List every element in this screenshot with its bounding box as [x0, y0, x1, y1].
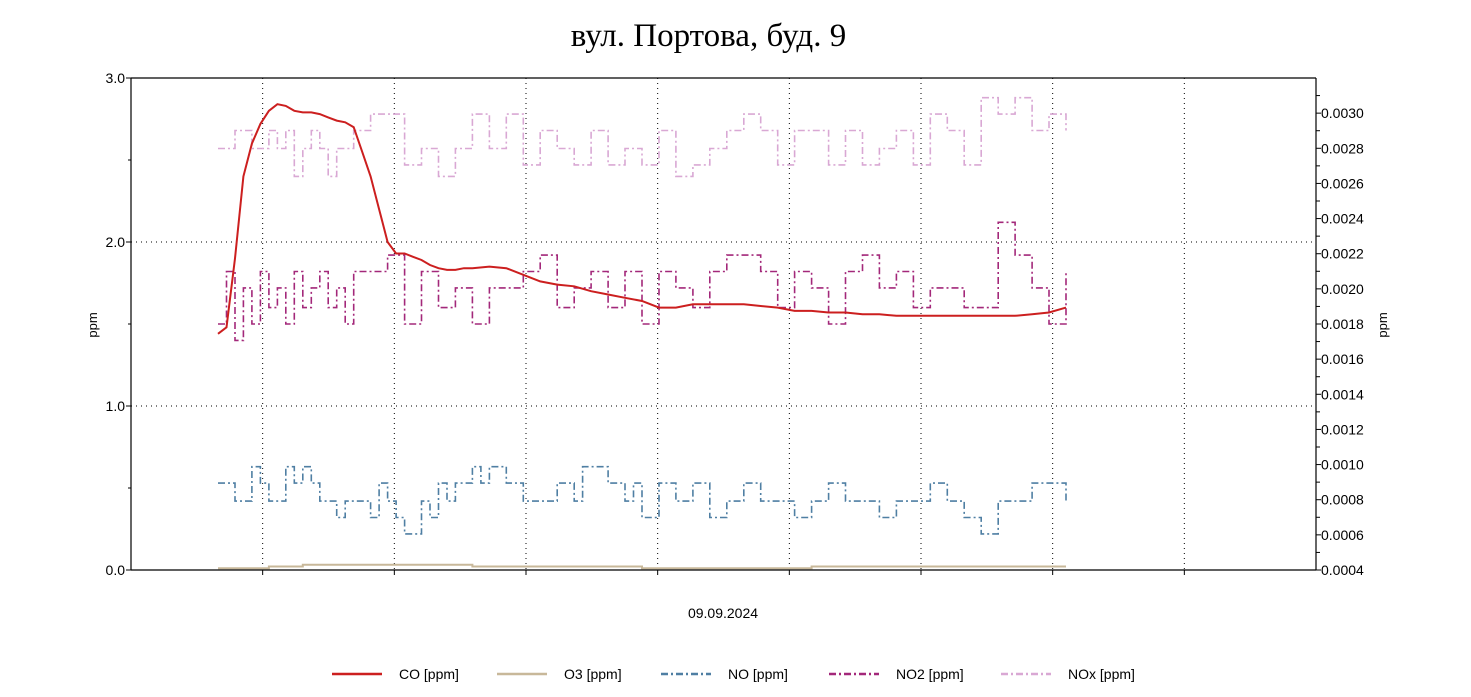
legend-label-o3: O3 [ppm] [564, 666, 622, 682]
y-tick-label-right: 0.0014 [1321, 386, 1364, 402]
y-axis-label-left: ppm [85, 312, 100, 337]
y-tick-label-right: 0.0028 [1321, 140, 1364, 156]
axes: 0.0 1.0 2.0 3.0 0.0004 0.0006 0.0008 0.0010 0.00… [106, 70, 1365, 578]
y-tick-label-right: 0.0030 [1321, 105, 1364, 121]
y-tick-label-left: 0.0 [106, 562, 126, 578]
series-line-o3 [218, 563, 1066, 570]
chart-title: вул. Портова, буд. 9 [570, 18, 847, 54]
y-tick-label-right: 0.0016 [1321, 351, 1364, 367]
series-line-co [217, 103, 1067, 335]
series-line-nox [218, 96, 1067, 178]
y-tick-label-right: 0.0010 [1321, 457, 1364, 473]
y-tick-label-left: 1.0 [106, 398, 126, 414]
x-axis-label: 09.09.2024 [688, 605, 758, 621]
legend-label-no: NO [ppm] [728, 666, 788, 682]
y-axis-label-right: ppm [1375, 312, 1390, 337]
legend-label-nox: NOx [ppm] [1068, 666, 1135, 682]
legend: CO [ppm] O3 [ppm] NO [ppm] NO2 [ppm] NOx [pp… [332, 666, 1135, 682]
y-tick-label-right: 0.0022 [1321, 246, 1364, 262]
series-group [217, 96, 1067, 570]
series-line-no2 [218, 221, 1067, 342]
y-tick-label-right: 0.0020 [1321, 281, 1364, 297]
grid [131, 78, 1316, 570]
y-tick-label-right: 0.0012 [1321, 421, 1364, 437]
legend-label-co: CO [ppm] [399, 666, 459, 682]
y-tick-label-right: 0.0024 [1321, 211, 1364, 227]
y-tick-label-right: 0.0008 [1321, 492, 1364, 508]
y-tick-label-left: 2.0 [106, 234, 126, 250]
y-tick-label-right: 0.0026 [1321, 175, 1364, 191]
y-tick-label-right: 0.0004 [1321, 562, 1364, 578]
y-tick-label-left: 3.0 [106, 70, 126, 86]
y-tick-label-right: 0.0006 [1321, 527, 1364, 543]
y-tick-label-right: 0.0018 [1321, 316, 1364, 332]
legend-label-no2: NO2 [ppm] [896, 666, 964, 682]
series-line-no [218, 465, 1067, 535]
